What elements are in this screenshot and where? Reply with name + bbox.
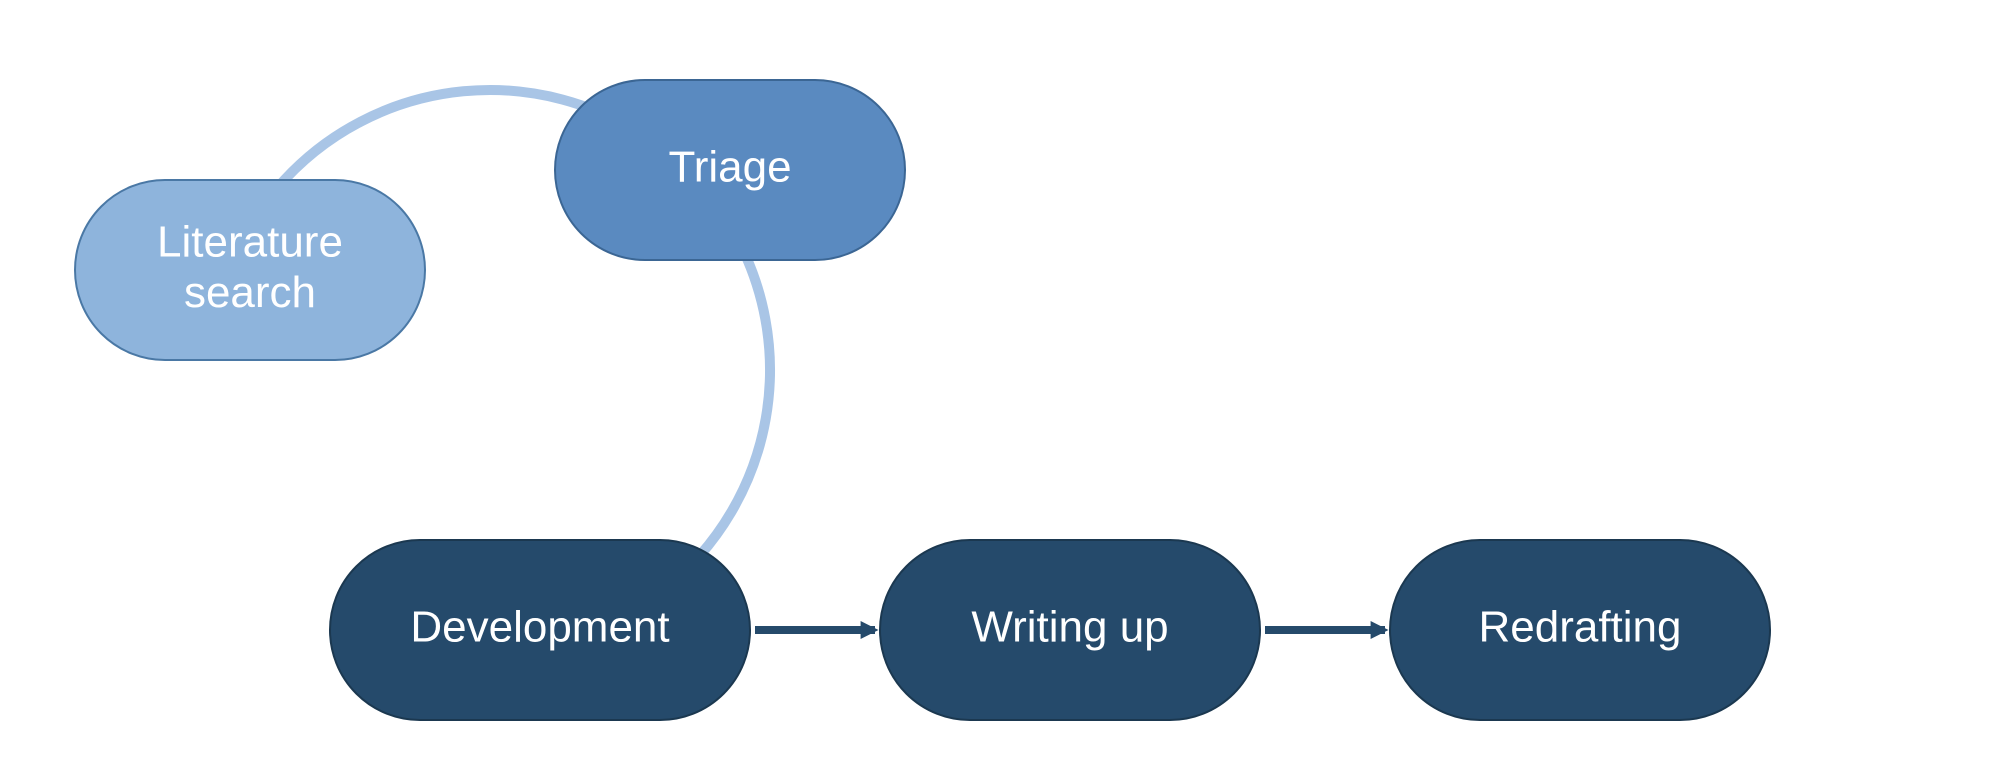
node-label-literature-search: Literature xyxy=(157,217,343,266)
node-triage: Triage xyxy=(555,80,905,260)
node-label-redrafting: Redrafting xyxy=(1478,603,1681,652)
node-writing-up: Writing up xyxy=(880,540,1260,720)
node-label-writing-up: Writing up xyxy=(971,603,1168,652)
node-literature-search: Literaturesearch xyxy=(75,180,425,360)
process-flow-diagram: Literaturesearch Triage Development Writing… xyxy=(0,0,2000,776)
node-label-development: Development xyxy=(410,603,669,652)
node-label-literature-search: search xyxy=(184,268,316,317)
node-development: Development xyxy=(330,540,750,720)
node-label-triage: Triage xyxy=(668,143,791,192)
node-redrafting: Redrafting xyxy=(1390,540,1770,720)
